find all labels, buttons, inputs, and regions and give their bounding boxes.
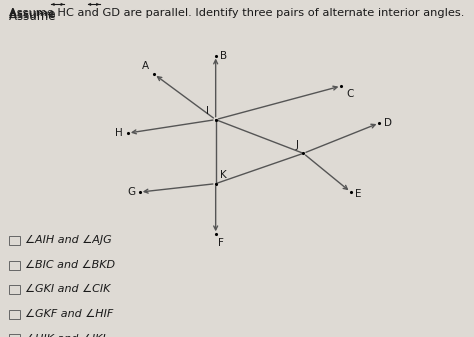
FancyBboxPatch shape (9, 310, 20, 319)
FancyBboxPatch shape (9, 334, 20, 337)
FancyBboxPatch shape (9, 236, 20, 245)
Text: C: C (346, 89, 354, 99)
Text: A: A (142, 61, 149, 71)
Text: D: D (384, 118, 392, 128)
Text: ∠AIH and ∠AJG: ∠AIH and ∠AJG (25, 235, 111, 245)
Text: B: B (220, 51, 228, 61)
Text: ∠GKF and ∠HIF: ∠GKF and ∠HIF (25, 309, 113, 319)
Text: ∠BIC and ∠BKD: ∠BIC and ∠BKD (25, 260, 115, 270)
Text: E: E (356, 189, 362, 199)
FancyBboxPatch shape (9, 285, 20, 294)
Text: I: I (206, 106, 209, 116)
Text: F: F (218, 238, 224, 248)
Text: G: G (127, 187, 135, 197)
Text: Assume: Assume (9, 8, 60, 22)
Text: J: J (296, 140, 299, 150)
Text: Assume: Assume (9, 10, 60, 23)
Text: Assume HC and GD are parallel. Identify three pairs of alternate interior angles: Assume HC and GD are parallel. Identify … (9, 8, 465, 19)
Text: ∠HIK and ∠JKI: ∠HIK and ∠JKI (25, 334, 105, 337)
FancyBboxPatch shape (9, 261, 20, 270)
Text: H: H (116, 128, 123, 138)
Text: K: K (220, 170, 227, 180)
Text: ∠GKI and ∠CIK: ∠GKI and ∠CIK (25, 284, 110, 295)
